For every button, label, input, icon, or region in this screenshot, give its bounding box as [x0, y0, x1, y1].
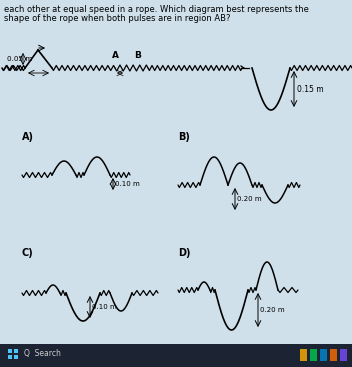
Bar: [310, 349, 317, 361]
Bar: [330, 349, 337, 361]
Bar: [13, 349, 18, 353]
Text: 0.20 m: 0.20 m: [237, 196, 262, 202]
Text: Q  Search: Q Search: [24, 349, 61, 358]
Text: 0.15 m: 0.15 m: [297, 84, 323, 94]
Bar: [340, 349, 347, 361]
Text: A: A: [112, 51, 119, 60]
Text: A): A): [22, 132, 34, 142]
Bar: [13, 355, 18, 359]
Text: 0.05 m: 0.05 m: [7, 56, 32, 62]
Bar: [8, 349, 12, 353]
Text: 0.10 m: 0.10 m: [92, 304, 117, 310]
Text: B): B): [178, 132, 190, 142]
Text: 0.20 m: 0.20 m: [260, 307, 285, 313]
Text: each other at equal speed in a rope. Which diagram best represents the: each other at equal speed in a rope. Whi…: [4, 5, 309, 14]
Bar: [0, 344, 352, 367]
Text: shape of the rope when both pulses are in region AB?: shape of the rope when both pulses are i…: [4, 14, 231, 23]
Text: 0.10 m: 0.10 m: [115, 181, 140, 187]
Bar: [320, 349, 327, 361]
Text: D): D): [178, 248, 190, 258]
Text: C): C): [22, 248, 34, 258]
Bar: [8, 355, 12, 359]
Text: B: B: [134, 51, 142, 60]
Bar: [300, 349, 307, 361]
